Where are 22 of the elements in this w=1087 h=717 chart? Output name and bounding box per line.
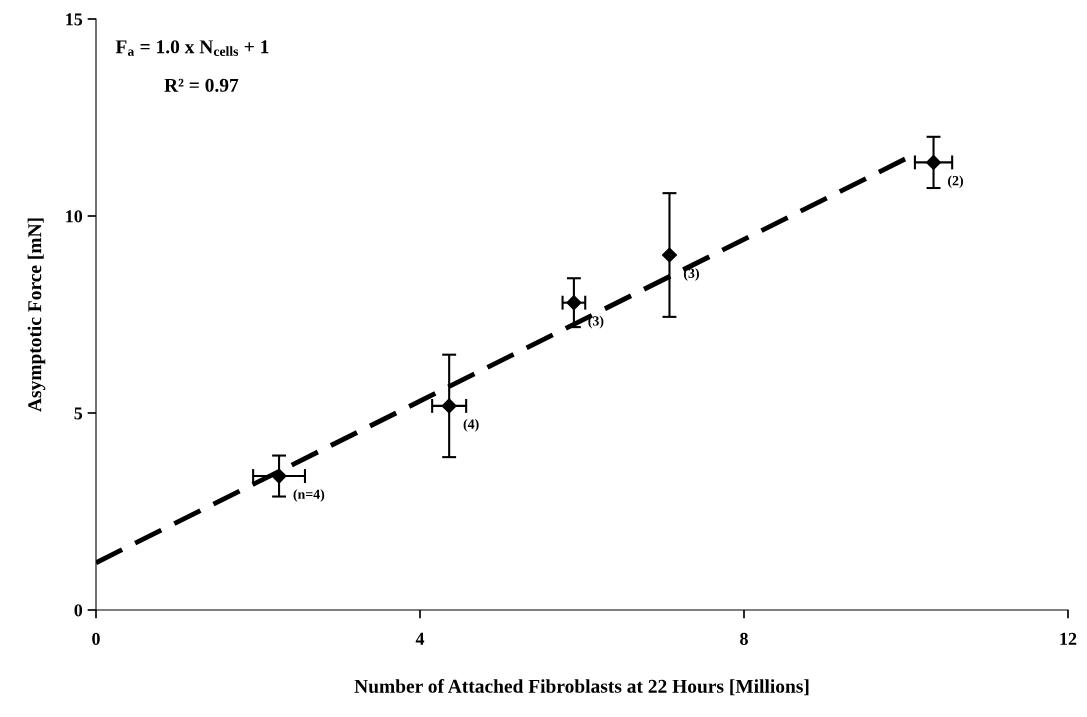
- annotation: (3): [588, 315, 604, 329]
- annotation: (n=4): [293, 489, 325, 502]
- point: [271, 468, 287, 484]
- x-tick-label: 0: [92, 632, 100, 645]
- x-tick-label: 12: [1060, 632, 1077, 645]
- y-tick-label: 15: [66, 13, 83, 26]
- annotation: (2): [948, 175, 964, 189]
- point: [566, 295, 582, 311]
- point: [441, 398, 457, 414]
- x-axis-title: Number of Attached Fibroblasts at 22 Hours [Millions]: [354, 678, 809, 696]
- point: [661, 247, 678, 263]
- y-tick-label: 5: [74, 407, 83, 420]
- y-tick-label: 10: [66, 210, 83, 223]
- annotation: (4): [463, 419, 479, 432]
- y-axis-title: Asymptotic Force [mN]: [27, 218, 46, 412]
- x-tick-label: 4: [415, 632, 425, 645]
- annotation: (3): [683, 268, 699, 281]
- annotation: R² = 0.97: [164, 78, 239, 92]
- x-tick-label: 8: [740, 632, 748, 645]
- annotation: F$_{a}$ = 1.0 x N$_{cells}$ + 1: [115, 40, 269, 56]
- point: [925, 154, 942, 170]
- y-tick-label: 0: [74, 604, 83, 617]
